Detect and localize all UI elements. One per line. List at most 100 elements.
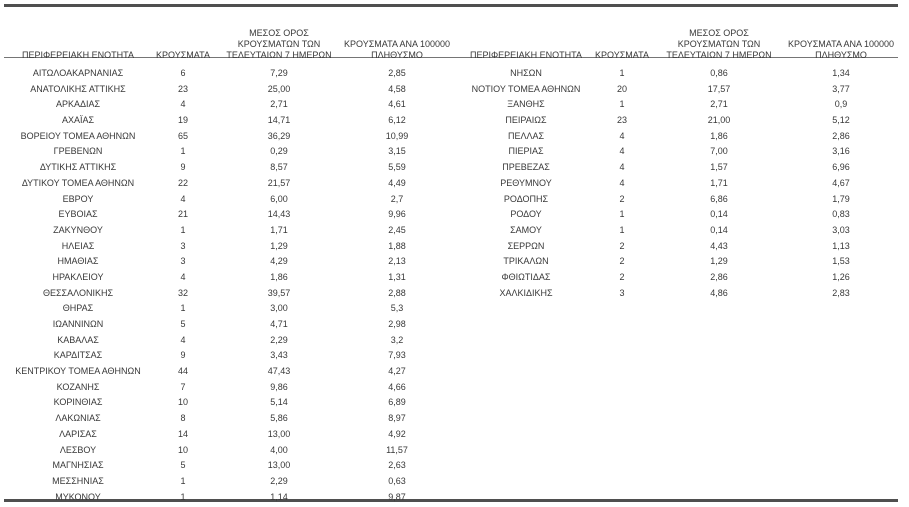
cell-per100k: 4,27 <box>388 366 406 377</box>
cell-per100k: 2,83 <box>832 287 850 298</box>
cell-cases: 4 <box>619 146 625 157</box>
header-row: ΠΕΡΙΦΕΡΕΙΑΚΗ ΕΝΟΤΗΤΑ ΚΡΟΥΣΜΑΤΑ ΜΕΣΟΣ ΟΡΟ… <box>458 7 894 66</box>
table-row: ΖΑΚΥΝΘΟΥ 1 1,71 2,45 <box>4 223 450 239</box>
cell-avg7: 13,00 <box>267 460 291 471</box>
header-underline-rule <box>4 57 898 58</box>
cell-region: ΛΑΡΙΣΑΣ <box>59 428 97 439</box>
cell-avg7: 6,86 <box>710 193 728 204</box>
cell-region: ΜΥΚΟΝΟΥ <box>55 491 101 502</box>
cell-avg7: 1,71 <box>710 177 728 188</box>
cell-per100k: 3,2 <box>390 334 404 345</box>
table-row: ΕΒΡΟΥ 4 6,00 2,7 <box>4 192 450 208</box>
cell-cases: 20 <box>616 83 627 94</box>
table-row: ΙΩΑΝΝΙΝΩΝ 5 4,71 2,98 <box>4 317 450 333</box>
table-row: ΑΝΑΤΟΛΙΚΗΣ ΑΤΤΙΚΗΣ 23 25,00 4,58 <box>4 82 450 98</box>
cell-per100k: 5,3 <box>390 303 404 314</box>
cell-per100k: 1,34 <box>832 68 850 78</box>
table-body: ΑΙΤΩΛΟΑΚΑΡΝΑΝΙΑΣ 6 7,29 2,85 ΑΝΑΤΟΛΙΚΗΣ ΑΤΤΙ… <box>4 66 450 505</box>
cell-avg7: 8,57 <box>270 162 288 173</box>
table-row: ΡΟΔΟΥ 1 0,14 0,83 <box>458 207 894 223</box>
cell-cases: 7 <box>180 381 186 392</box>
cell-per100k: 2,13 <box>388 256 406 267</box>
cell-avg7: 25,00 <box>267 83 291 94</box>
cell-avg7: 13,00 <box>267 428 291 439</box>
cell-avg7: 39,57 <box>267 287 291 298</box>
table-row: ΑΙΤΩΛΟΑΚΑΡΝΑΝΙΑΣ 6 7,29 2,85 <box>4 66 450 82</box>
cell-avg7: 21,00 <box>707 115 731 126</box>
table-row: ΚΟΡΙΝΘΙΑΣ 10 5,14 6,89 <box>4 395 450 411</box>
cell-cases: 19 <box>177 115 188 126</box>
cell-per100k: 4,61 <box>388 99 406 110</box>
table-row: ΛΑΚΩΝΙΑΣ 8 5,86 8,97 <box>4 411 450 427</box>
cell-per100k: 2,85 <box>388 68 406 78</box>
table-row: ΜΕΣΣΗΝΙΑΣ 1 2,29 0,63 <box>4 474 450 490</box>
cell-avg7: 21,57 <box>267 177 291 188</box>
cell-cases: 6 <box>180 68 186 78</box>
cell-per100k: 2,98 <box>388 319 406 329</box>
cell-region: ΔΥΤΙΚΗΣ ΑΤΤΙΚΗΣ <box>39 162 117 173</box>
cell-per100k: 2,7 <box>390 193 404 204</box>
cell-per100k: 0,63 <box>388 475 406 486</box>
table-row: ΚΑΡΔΙΤΣΑΣ 9 3,43 7,93 <box>4 348 450 364</box>
cell-cases: 2 <box>619 240 625 251</box>
cell-avg7: 5,14 <box>270 397 288 408</box>
cell-cases: 3 <box>180 256 186 267</box>
cell-region: ΙΩΑΝΝΙΝΩΝ <box>52 319 104 329</box>
cell-cases: 1 <box>180 303 186 314</box>
cell-region: ΗΡΑΚΛΕΙΟΥ <box>52 271 104 282</box>
table-row: ΧΑΛΚΙΔΙΚΗΣ 3 4,86 2,83 <box>458 286 894 302</box>
cell-cases: 3 <box>180 240 186 251</box>
cell-avg7: 2,29 <box>270 334 288 345</box>
cell-per100k: 1,88 <box>388 240 406 251</box>
cell-region: ΒΟΡΕΙΟΥ ΤΟΜΕΑ ΑΘΗΝΩΝ <box>20 130 136 141</box>
cell-avg7: 0,29 <box>270 146 288 157</box>
cell-per100k: 8,97 <box>388 413 406 424</box>
cell-avg7: 2,29 <box>270 475 288 486</box>
table-row: ΚΟΖΑΝΗΣ 7 9,86 4,66 <box>4 380 450 396</box>
cell-cases: 44 <box>177 366 188 377</box>
cell-cases: 1 <box>619 224 625 235</box>
cell-region: ΚΑΡΔΙΤΣΑΣ <box>53 350 103 361</box>
cell-region: ΖΑΚΥΝΘΟΥ <box>53 224 103 235</box>
cell-avg7: 1,57 <box>710 162 728 173</box>
cell-per100k: 0,9 <box>834 99 848 110</box>
table-row: ΛΑΡΙΣΑΣ 14 13,00 4,92 <box>4 427 450 443</box>
cell-avg7: 3,00 <box>270 303 288 314</box>
cell-per100k: 5,12 <box>832 115 850 126</box>
column-header-avg7: ΜΕΣΟΣ ΟΡΟΣ ΚΡΟΥΣΜΑΤΩΝ ΤΩΝ ΤΕΛΕΥΤΑΙΩΝ 7 Η… <box>666 28 772 60</box>
cell-per100k: 6,12 <box>388 115 406 126</box>
table-row: ΡΟΔΟΠΗΣ 2 6,86 1,79 <box>458 192 894 208</box>
cell-cases: 4 <box>180 193 186 204</box>
table-row: ΗΡΑΚΛΕΙΟΥ 4 1,86 1,31 <box>4 270 450 286</box>
cell-cases: 9 <box>180 162 186 173</box>
cell-per100k: 10,99 <box>385 130 409 141</box>
cell-cases: 1 <box>180 146 186 157</box>
column-header-per100k: ΚΡΟΥΣΜΑΤΑ ΑΝΑ 100000 ΠΛΗΘΥΣΜΟ <box>344 39 450 60</box>
cell-per100k: 11,57 <box>386 444 408 455</box>
cell-region: ΚΑΒΑΛΑΣ <box>57 334 99 345</box>
cell-region: ΠΡΕΒΕΖΑΣ <box>502 162 550 173</box>
cell-avg7: 7,29 <box>270 68 288 78</box>
cell-region: ΡΟΔΟΠΗΣ <box>503 193 549 204</box>
table-row: ΠΕΛΛΑΣ 4 1,86 2,86 <box>458 129 894 145</box>
cell-cases: 4 <box>180 99 186 110</box>
cell-per100k: 2,63 <box>388 460 406 471</box>
table-row: ΕΥΒΟΙΑΣ 21 14,43 9,96 <box>4 207 450 223</box>
table-row: ΜΑΓΝΗΣΙΑΣ 5 13,00 2,63 <box>4 458 450 474</box>
table-row: ΝΟΤΙΟΥ ΤΟΜΕΑ ΑΘΗΝΩΝ 20 17,57 3,77 <box>458 82 894 98</box>
cell-avg7: 14,43 <box>267 209 291 220</box>
cell-region: ΠΙΕΡΙΑΣ <box>508 146 544 157</box>
cell-avg7: 4,43 <box>710 240 728 251</box>
cell-per100k: 6,89 <box>388 397 406 408</box>
table-row: ΗΜΑΘΙΑΣ 3 4,29 2,13 <box>4 254 450 270</box>
cell-cases: 10 <box>177 397 188 408</box>
cell-region: ΚΟΡΙΝΘΙΑΣ <box>53 397 103 408</box>
cell-region: ΛΕΣΒΟΥ <box>59 444 97 455</box>
cell-per100k: 7,93 <box>388 350 406 361</box>
cell-avg7: 1,71 <box>270 224 288 235</box>
table-row: ΣΕΡΡΩΝ 2 4,43 1,13 <box>458 239 894 255</box>
cell-per100k: 4,66 <box>388 381 406 392</box>
cell-avg7: 9,86 <box>270 381 288 392</box>
cell-cases: 1 <box>180 475 186 486</box>
